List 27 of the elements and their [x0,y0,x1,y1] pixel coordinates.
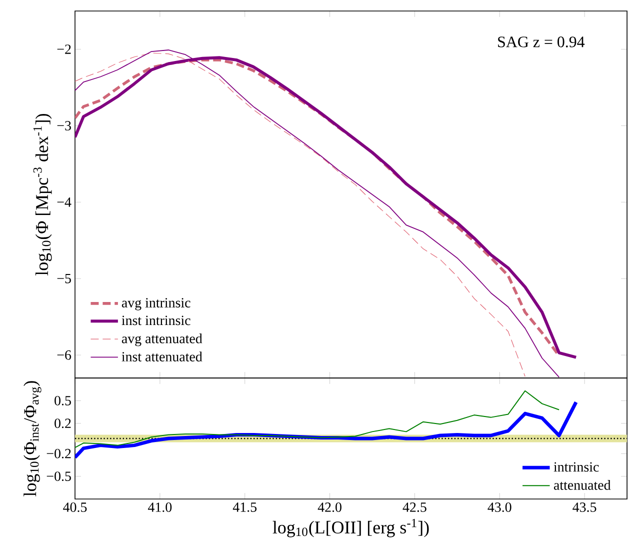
y-axis-title: log$_{10}$(Φ [Mpc$^{-3}$ dex$^{-1}$]) [33,114,52,276]
y-tick-label: −4 [57,198,72,207]
legend-label: intrinsic [554,462,599,472]
y-tick-label: −6 [57,350,72,360]
y-tick-label: −2 [57,44,71,54]
y-tick-label: −3 [57,121,71,130]
y-tick-label: −5 [57,274,71,284]
legend-label: attenuated [554,480,611,490]
y-tick-label: 0.2 [54,418,71,428]
legend-label: avg attenuated [122,333,202,346]
y-tick-label: 0.5 [54,396,71,406]
legend-label: inst attenuated [122,352,202,362]
annotation: SAG z = 0.94 [498,36,585,48]
legend-label: avg intrinsic [122,298,190,310]
x-tick-label: 40.5 [63,502,87,512]
x-tick-label: 42.5 [402,502,426,512]
y-axis-title: log$_{10}$(Φ$_{inst}$/Φ$_{avg}$) [24,381,42,496]
y-tick-label: −0.2 [46,448,71,458]
x-tick-label: 41.5 [232,502,257,512]
y-tick-label: −0.5 [46,472,71,482]
line-series [75,390,560,448]
x-tick-label: 41.0 [148,502,172,512]
x-tick-label: 43.5 [572,502,596,512]
x-tick-label: 42.0 [318,502,342,512]
legend-label: inst intrinsic [122,316,190,326]
x-axis-title: log$_{10}$(L[OII] [erg s$^{-1}$]) [272,518,429,538]
x-tick-label: 43.0 [488,502,512,512]
